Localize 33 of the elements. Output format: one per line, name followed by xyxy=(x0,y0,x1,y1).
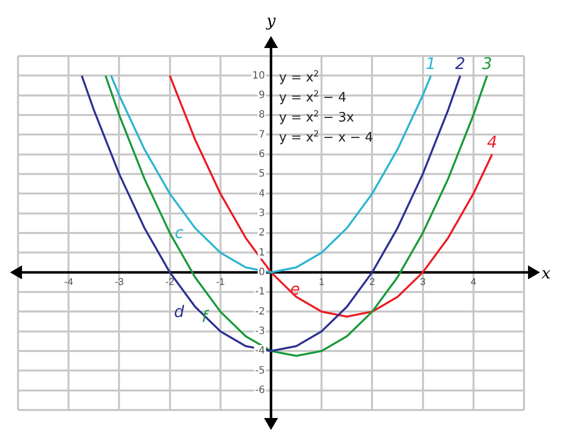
x-tick-label: 4 xyxy=(470,277,477,288)
x-tick-label: -4 xyxy=(64,277,74,288)
y-tick-label: -1 xyxy=(255,286,265,298)
x-axis-title: x xyxy=(541,263,551,282)
series-label: 2 xyxy=(455,54,466,73)
y-tick-label: 3 xyxy=(258,208,265,219)
y-tick-label: -6 xyxy=(255,384,265,396)
y-axis-title: y xyxy=(265,11,276,30)
x-tick-label: 3 xyxy=(420,277,426,288)
x-tick-label: -3 xyxy=(114,277,124,288)
y-tick-label: 9 xyxy=(258,90,265,101)
y-tick-label: 6 xyxy=(258,148,265,160)
x-tick-label: 2 xyxy=(369,277,376,288)
x-tick-label: 1 xyxy=(318,277,325,288)
y-tick-label: 2 xyxy=(258,228,265,239)
y-tick-label: -2 xyxy=(255,306,265,318)
annotation: d xyxy=(174,302,186,321)
x-tick-label: -2 xyxy=(165,277,175,288)
y-tick-label: 4 xyxy=(258,188,265,200)
series-label: 3 xyxy=(482,54,492,73)
x-tick-label: -1 xyxy=(216,277,226,288)
y-tick-label: 8 xyxy=(258,110,265,121)
y-tick-label: -5 xyxy=(255,365,265,376)
y-tick-label: 7 xyxy=(258,129,265,140)
series-label: 4 xyxy=(487,132,498,152)
y-tick-label: 1 xyxy=(258,247,265,258)
y-tick-label: -3 xyxy=(255,326,265,337)
annotation: c xyxy=(174,223,184,242)
y-tick-label: 0 xyxy=(258,266,265,278)
series-label: 1 xyxy=(426,54,436,73)
y-tick-label: 10 xyxy=(252,70,265,82)
y-tick-label: -4 xyxy=(255,346,265,357)
y-tick-label: 5 xyxy=(258,168,265,180)
